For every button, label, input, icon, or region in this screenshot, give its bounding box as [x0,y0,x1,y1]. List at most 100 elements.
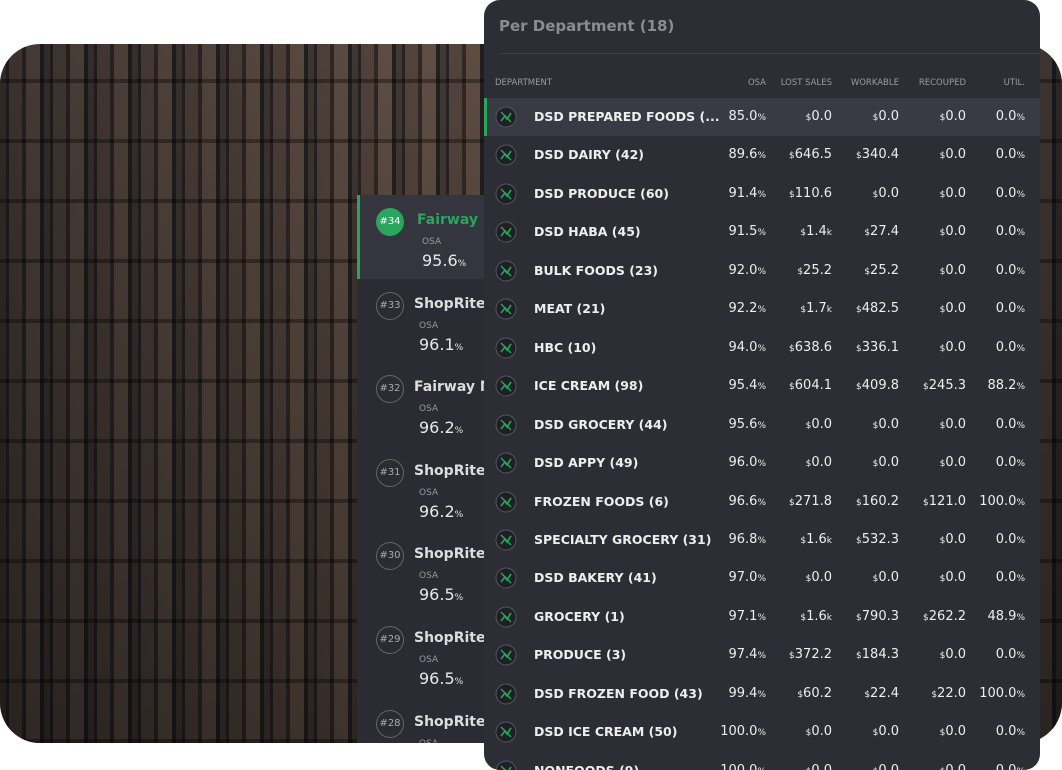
cell-value: 100.0% [979,685,1025,701]
cell-value: $0.0 [806,763,832,770]
cell-value: $336.1 [856,339,899,355]
cell-value: $409.8 [856,378,899,394]
store-row[interactable]: #28 ShopRite OSA [357,697,557,743]
column-header: OSA [747,78,766,88]
store-row[interactable]: #29 ShopRite OSA 96.5% [357,613,557,697]
column-header: LOST SALES [780,78,832,88]
department-row[interactable]: GROCERY (1) 97.1% $1.6k $790.3 $262.2 48.9% [484,598,1040,636]
cell-value: 95.6% [728,416,766,432]
cell-value: $110.6 [789,185,832,201]
department-row[interactable]: DSD PRODUCE (60) 91.4% $110.6 $0.0 $0.0 0.0% [484,175,1040,213]
cell-value: 0.0% [995,301,1025,317]
cell-value: $121.0 [923,493,966,509]
cell-value: 85.0% [728,109,766,124]
department-icon [495,721,517,743]
cell-value: $245.3 [923,378,966,394]
store-row[interactable]: #33 ShopRite OSA 96.1% [357,279,557,363]
rank-badge: #28 [376,709,404,738]
stat-label: OSA [419,404,439,415]
store-name: ShopRite [414,630,486,646]
department-row[interactable]: DSD ICE CREAM (50) 100.0% $0.0 $0.0 $0.0 0.0% [484,713,1040,751]
cell-value: $0.0 [805,416,832,432]
cell-value: $262.2 [923,608,966,624]
cell-value: 0.0% [995,455,1025,471]
department-row[interactable]: BULK FOODS (23) 92.0% $25.2 $25.2 $0.0 0.0% [484,252,1040,290]
cell-value: 94.0% [728,339,766,355]
department-name: GROCERY (1) [534,608,625,624]
cell-value: 100.0% [979,493,1025,509]
cell-value: 97.1% [728,608,766,624]
department-name: DSD GROCERY (44) [534,416,668,432]
store-row[interactable]: #30 ShopRite OSA 96.5% [357,529,557,613]
store-name: ShopRite [414,295,486,312]
department-row[interactable]: DSD DAIRY (42) 89.6% $646.5 $340.4 $0.0 0.0% [484,136,1040,174]
department-row[interactable]: DSD PREPARED FOODS (... 85.0% $0.0 $0.0 $0.0… [484,98,1040,136]
cell-value: 0.0% [995,147,1025,163]
department-name: DSD PRODUCE (60) [534,185,669,201]
cell-value: $0.0 [939,531,966,547]
department-row[interactable]: DSD APPY (49) 96.0% $0.0 $0.0 $0.0 0.0% [484,444,1040,482]
department-name: HBC (10) [534,339,597,355]
cell-value: 0.0% [995,647,1025,663]
cell-value: 92.2% [728,301,766,317]
cell-value: $0.0 [872,416,899,432]
department-icon [495,491,517,512]
department-row[interactable]: DSD BAKERY (41) 97.0% $0.0 $0.0 $0.0 0.0% [484,559,1040,597]
stat-label: OSA [422,237,442,247]
cell-value: $532.3 [856,531,899,547]
cell-value: 96.8% [728,531,766,547]
cell-value: $340.4 [856,147,899,163]
department-row[interactable]: HBC (10) 94.0% $638.6 $336.1 $0.0 0.0% [484,329,1040,367]
department-name: DSD HABA (45) [534,224,641,240]
department-icon [495,452,517,474]
cell-value: $0.0 [939,301,966,317]
department-row[interactable]: ICE CREAM (98) 95.4% $604.1 $409.8 $245.3 88.… [484,367,1040,405]
cell-value: 91.5% [728,224,766,240]
cell-value: 95.4% [728,378,766,394]
cell-value: $22.0 [931,685,966,701]
department-icon [495,606,517,628]
department-row[interactable]: DSD FROZEN FOOD (43) 99.4% $60.2 $22.4 $22.0… [484,675,1040,713]
stat-label: OSA [419,739,438,743]
cell-value: 48.9% [987,608,1025,624]
cell-value: 0.0% [995,570,1025,586]
department-name: PRODUCE (3) [534,647,627,663]
store-name: Fairway M [414,379,494,396]
department-icon [495,106,517,128]
cell-value: 100.0% [720,724,766,740]
department-row[interactable]: SPECIALTY GROCERY (31) 96.8% $1.6k $532.3 $0… [484,521,1040,559]
cell-value: $0.0 [939,724,966,740]
cell-value: $646.5 [789,147,832,163]
cell-value: $0.0 [805,724,832,740]
department-row[interactable]: MEAT (21) 92.2% $1.7k $482.5 $0.0 0.0% [484,290,1040,328]
cell-value: 97.0% [728,570,766,586]
cell-value: $0.0 [939,647,966,663]
cell-value: $372.2 [789,647,832,663]
department-row[interactable]: DSD HABA (45) 91.5% $1.4k $27.4 $0.0 0.0% [484,213,1040,251]
department-row[interactable]: DSD GROCERY (44) 95.6% $0.0 $0.0 $0.0 0.0% [484,406,1040,444]
department-icon [495,683,517,705]
department-icon [495,144,517,166]
cell-value: $0.0 [805,570,832,586]
cell-value: $184.3 [856,647,899,663]
department-name: DSD APPY (49) [534,455,639,471]
cell-value: $0.0 [939,185,966,201]
cell-value: 0.0% [995,262,1025,278]
cell-value: $27.4 [864,224,899,240]
rank-badge: #29 [376,626,404,654]
divider [499,53,1040,54]
cell-value: $638.6 [789,339,832,355]
department-row[interactable]: FROZEN FOODS (6) 96.6% $271.8 $160.2 $121.0 1… [484,483,1040,521]
cell-value: $0.0 [940,763,966,770]
store-row[interactable]: #32 Fairway M OSA 96.2% [357,362,557,446]
stat-label: OSA [419,320,439,331]
store-name: ShopRite [414,462,486,479]
store-row[interactable]: #31 ShopRite OSA 96.2% [357,446,557,530]
store-name: Fairway M [417,212,497,228]
department-row[interactable]: PRODUCE (3) 97.4% $372.2 $184.3 $0.0 0.0% [484,636,1040,674]
cell-value: 96.0% [728,455,766,471]
cell-value: $0.0 [872,455,899,471]
cell-value: 96.6% [728,493,766,509]
department-name: SPECIALTY GROCERY (31) [534,531,712,547]
department-row[interactable]: NONFOODS (9) 100.0% $0.0 $0.0 $0.0 0.0% [484,752,1040,770]
